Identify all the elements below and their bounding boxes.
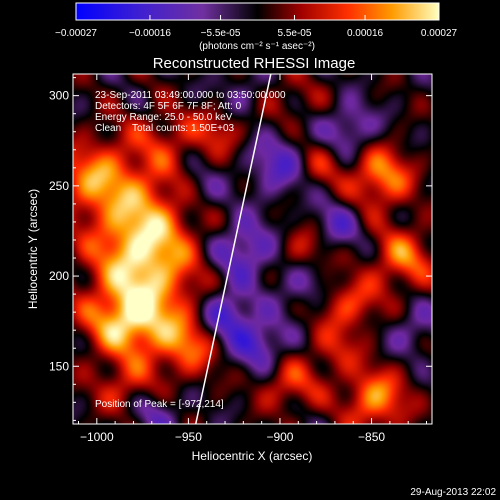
info-line-time: 23-Sep-2011 03:49:00.000 to 03:50:00.000 bbox=[95, 90, 286, 101]
y-axis-label: Heliocentric Y (arcsec) bbox=[26, 189, 40, 309]
solar-limb-line bbox=[194, 73, 272, 425]
colorbar-tick-label: −0.00016 bbox=[129, 28, 171, 39]
colorbar-ticks: −0.00027 −0.00016 −5.5e-05 5.5e-05 0.00016 0.… bbox=[55, 15, 458, 39]
heatmap-image bbox=[73, 74, 432, 424]
y-tick-label: 150 bbox=[49, 359, 69, 373]
colorbar-tick-label: 0.00027 bbox=[421, 28, 458, 39]
plot-frame bbox=[72, 73, 433, 425]
colorbar-tick-label: −0.00027 bbox=[55, 28, 97, 39]
x-tick-label: −850 bbox=[358, 430, 385, 444]
footer-timestamp: 29-Aug-2013 22:02 bbox=[410, 487, 496, 498]
info-block: 23-Sep-2011 03:49:00.000 to 03:50:00.000… bbox=[95, 90, 286, 410]
colorbar-units-label: (photons cm⁻² s⁻¹ asec⁻²) bbox=[199, 41, 315, 52]
y-tick-label: 200 bbox=[49, 269, 69, 283]
chart-title: Reconstructed RHESSI Image bbox=[153, 55, 356, 72]
info-line-detectors: Detectors: 4F 5F 6F 7F 8F; Att: 0 bbox=[95, 101, 242, 112]
plot-area: −1000 −950 −900 −850 150 200 250 300 bbox=[49, 73, 433, 444]
x-tick-label: −950 bbox=[175, 430, 202, 444]
y-tick-label: 250 bbox=[49, 179, 69, 193]
x-tick-label: −900 bbox=[266, 430, 293, 444]
x-axis-ticks: −1000 −950 −900 −850 bbox=[77, 74, 428, 444]
colorbar-tick-label: −5.5e-05 bbox=[201, 28, 241, 39]
colorbar: −0.00027 −0.00016 −5.5e-05 5.5e-05 0.00016 0.… bbox=[55, 2, 458, 52]
colorbar-gradient bbox=[75, 2, 440, 21]
x-axis-label: Heliocentric X (arcsec) bbox=[192, 449, 313, 463]
colorbar-tick-label: 5.5e-05 bbox=[278, 28, 312, 39]
info-line-energy: Energy Range: 25.0 - 50.0 keV bbox=[95, 112, 233, 123]
x-tick-label: −1000 bbox=[80, 430, 114, 444]
colorbar-tick-label: 0.00016 bbox=[347, 28, 384, 39]
y-tick-label: 300 bbox=[49, 89, 69, 103]
peak-position-label: Position of Peak = [-972,214] bbox=[95, 399, 224, 410]
y-axis-ticks: 150 200 250 300 bbox=[49, 77, 432, 421]
info-line-counts: Clean Total counts: 1.50E+03 bbox=[95, 123, 235, 134]
